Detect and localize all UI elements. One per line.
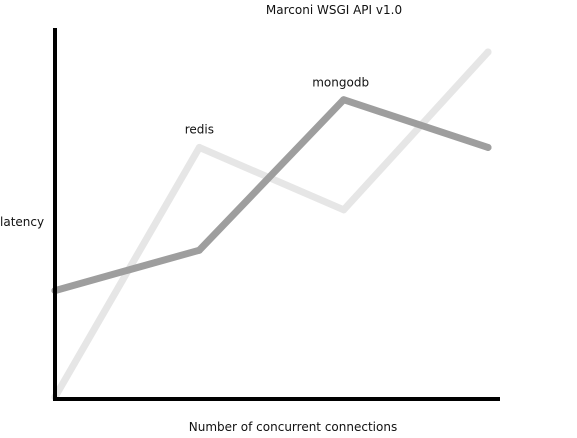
series-label-redis: redis [185, 122, 214, 136]
data-point-mongodb-1 [195, 246, 203, 254]
data-point-mongodb-3 [484, 143, 492, 151]
series-lines [51, 48, 492, 401]
series-labels: redis mongodb [185, 76, 369, 137]
data-point-mongodb-2 [340, 96, 348, 104]
chart-title: Marconi WSGI API v1.0 [266, 3, 402, 17]
series-label-mongodb: mongodb [312, 76, 369, 90]
y-axis-label: latency [0, 215, 44, 229]
series-line-redis [51, 48, 492, 401]
data-point-redis-3 [484, 48, 492, 56]
data-point-redis-1 [195, 143, 203, 151]
x-axis-label: Number of concurrent connections [189, 420, 397, 434]
data-point-redis-2 [340, 206, 348, 214]
series-line-mongodb [51, 96, 492, 295]
axes [53, 28, 500, 401]
